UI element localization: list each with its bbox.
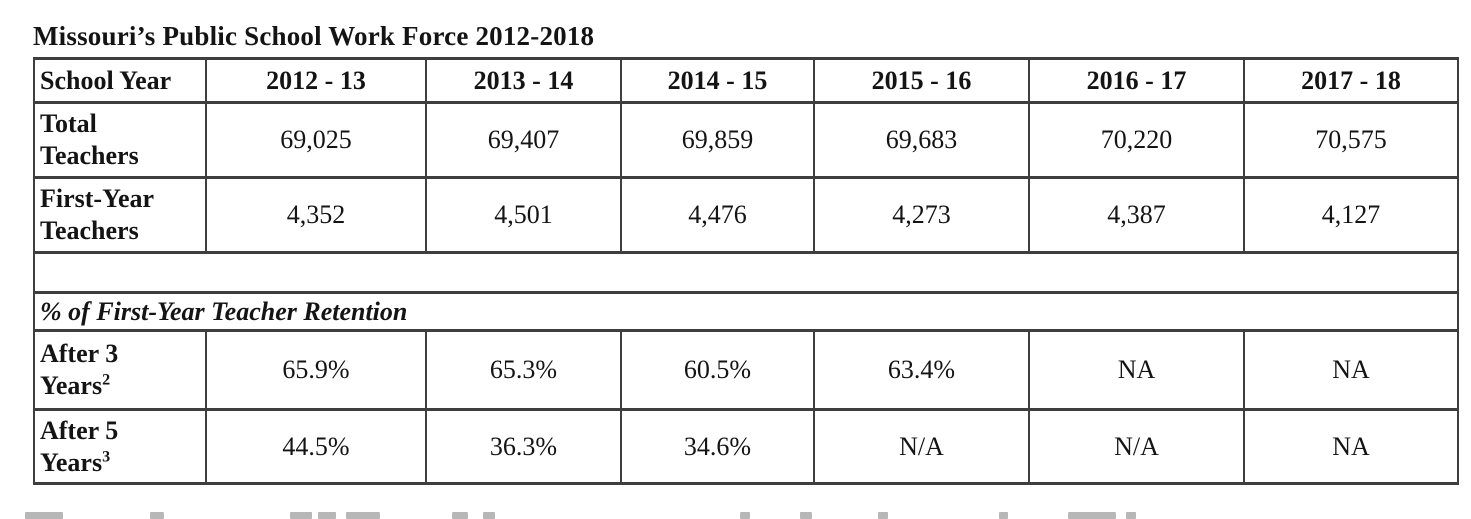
header-cell-year: 2012 - 13: [205, 57, 427, 104]
data-cell: 34.6%: [620, 408, 815, 485]
row-label-after-3-years: After 3 Years2: [33, 329, 207, 411]
data-cell: 70,220: [1028, 101, 1245, 179]
data-cell: 4,476: [620, 176, 815, 254]
cutoff-text-fragment: [290, 512, 312, 519]
data-cell: 65.9%: [205, 329, 427, 411]
data-cell: 69,859: [620, 101, 815, 179]
header-cell-year: 2014 - 15: [620, 57, 815, 104]
row-label-total-teachers: Total Teachers: [33, 101, 207, 179]
cutoff-text-fragment: [878, 512, 888, 519]
footnote-superscript: 2: [102, 371, 111, 389]
cutoff-text-fragment: [25, 512, 63, 519]
header-cell-year: 2016 - 17: [1028, 57, 1245, 104]
data-cell: NA: [1243, 408, 1459, 485]
row-label-line: Teachers: [40, 216, 139, 245]
row-label-line: Teachers: [40, 141, 139, 170]
table-row-after-5-years: After 5 Years3 44.5% 36.3% 34.6% N/A N/A…: [33, 408, 1459, 485]
row-label-first-year-teachers: First-Year Teachers: [33, 176, 207, 254]
data-cell: 60.5%: [620, 329, 815, 411]
table-row-after-3-years: After 3 Years2 65.9% 65.3% 60.5% 63.4% N…: [33, 329, 1459, 411]
data-cell: 69,025: [205, 101, 427, 179]
data-cell: 69,683: [813, 101, 1030, 179]
row-label-line: After 5: [40, 415, 119, 445]
data-cell: 4,501: [425, 176, 622, 254]
row-label-line: After 3: [40, 339, 119, 369]
cutoff-text-fragment: [452, 512, 468, 519]
data-cell: 44.5%: [205, 408, 427, 485]
row-label-line: Years3: [40, 447, 204, 479]
table-header-row: School Year 2012 - 13 2013 - 14 2014 - 1…: [33, 57, 1459, 104]
table-row-first-year-teachers: First-Year Teachers 4,352 4,501 4,476 4,…: [33, 176, 1459, 254]
cutoff-text-fragment: [483, 512, 495, 519]
section-header-cell: % of First-Year Teacher Retention: [33, 291, 1459, 332]
data-cell: 69,407: [425, 101, 622, 179]
empty-cell: [33, 251, 1459, 294]
row-label-line: Total: [40, 109, 97, 139]
data-cell: N/A: [1028, 408, 1245, 485]
data-cell: 4,352: [205, 176, 427, 254]
header-cell-year: 2013 - 14: [425, 57, 622, 104]
cutoff-text-fragment: [150, 512, 164, 519]
data-cell: 70,575: [1243, 101, 1459, 179]
row-label-years: Years: [40, 447, 103, 477]
cutoff-text-fragment: [999, 512, 1008, 519]
header-cell-school-year: School Year: [33, 57, 207, 104]
cutoff-text-fragment: [318, 512, 336, 519]
cutoff-text-fragment: [346, 512, 380, 519]
data-cell: 65.3%: [425, 329, 622, 411]
data-cell: 4,387: [1028, 176, 1245, 254]
row-label-line: Years2: [40, 370, 204, 402]
data-cell: NA: [1028, 329, 1245, 411]
row-label-line: First-Year: [40, 184, 155, 214]
data-cell: N/A: [813, 408, 1030, 485]
workforce-table: School Year 2012 - 13 2013 - 14 2014 - 1…: [33, 57, 1459, 485]
row-label-after-5-years: After 5 Years3: [33, 408, 207, 485]
table-row-total-teachers: Total Teachers 69,025 69,407 69,859 69,6…: [33, 101, 1459, 179]
header-cell-year: 2017 - 18: [1243, 57, 1459, 104]
empty-spacer-row: [33, 251, 1459, 294]
data-cell: 63.4%: [813, 329, 1030, 411]
cutoff-text-fragment: [1068, 512, 1116, 519]
data-cell: 4,273: [813, 176, 1030, 254]
header-cell-year: 2015 - 16: [813, 57, 1030, 104]
page-title: Missouri’s Public School Work Force 2012…: [33, 21, 595, 51]
retention-section-header-row: % of First-Year Teacher Retention: [33, 291, 1459, 332]
cutoff-text-fragment: [800, 512, 812, 519]
data-cell: NA: [1243, 329, 1459, 411]
footnote-superscript: 3: [102, 447, 111, 465]
cutoff-text-fragment: [1126, 512, 1136, 519]
row-label-years: Years: [40, 371, 103, 400]
cutoff-text-fragment: [740, 512, 750, 519]
data-cell: 4,127: [1243, 176, 1459, 254]
data-cell: 36.3%: [425, 408, 622, 485]
